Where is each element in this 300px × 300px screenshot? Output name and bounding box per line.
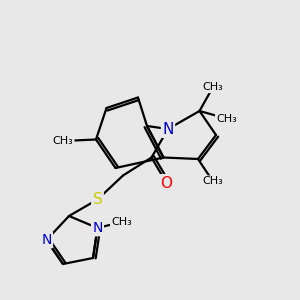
Text: CH₃: CH₃ <box>111 217 132 227</box>
Text: CH₃: CH₃ <box>216 113 237 124</box>
Text: S: S <box>93 192 102 207</box>
Text: N: N <box>92 221 103 235</box>
Text: CH₃: CH₃ <box>202 176 224 187</box>
Text: N: N <box>162 122 174 136</box>
Text: CH₃: CH₃ <box>52 136 74 146</box>
Text: N: N <box>41 233 52 247</box>
Text: CH₃: CH₃ <box>202 82 224 92</box>
Text: O: O <box>160 176 172 190</box>
